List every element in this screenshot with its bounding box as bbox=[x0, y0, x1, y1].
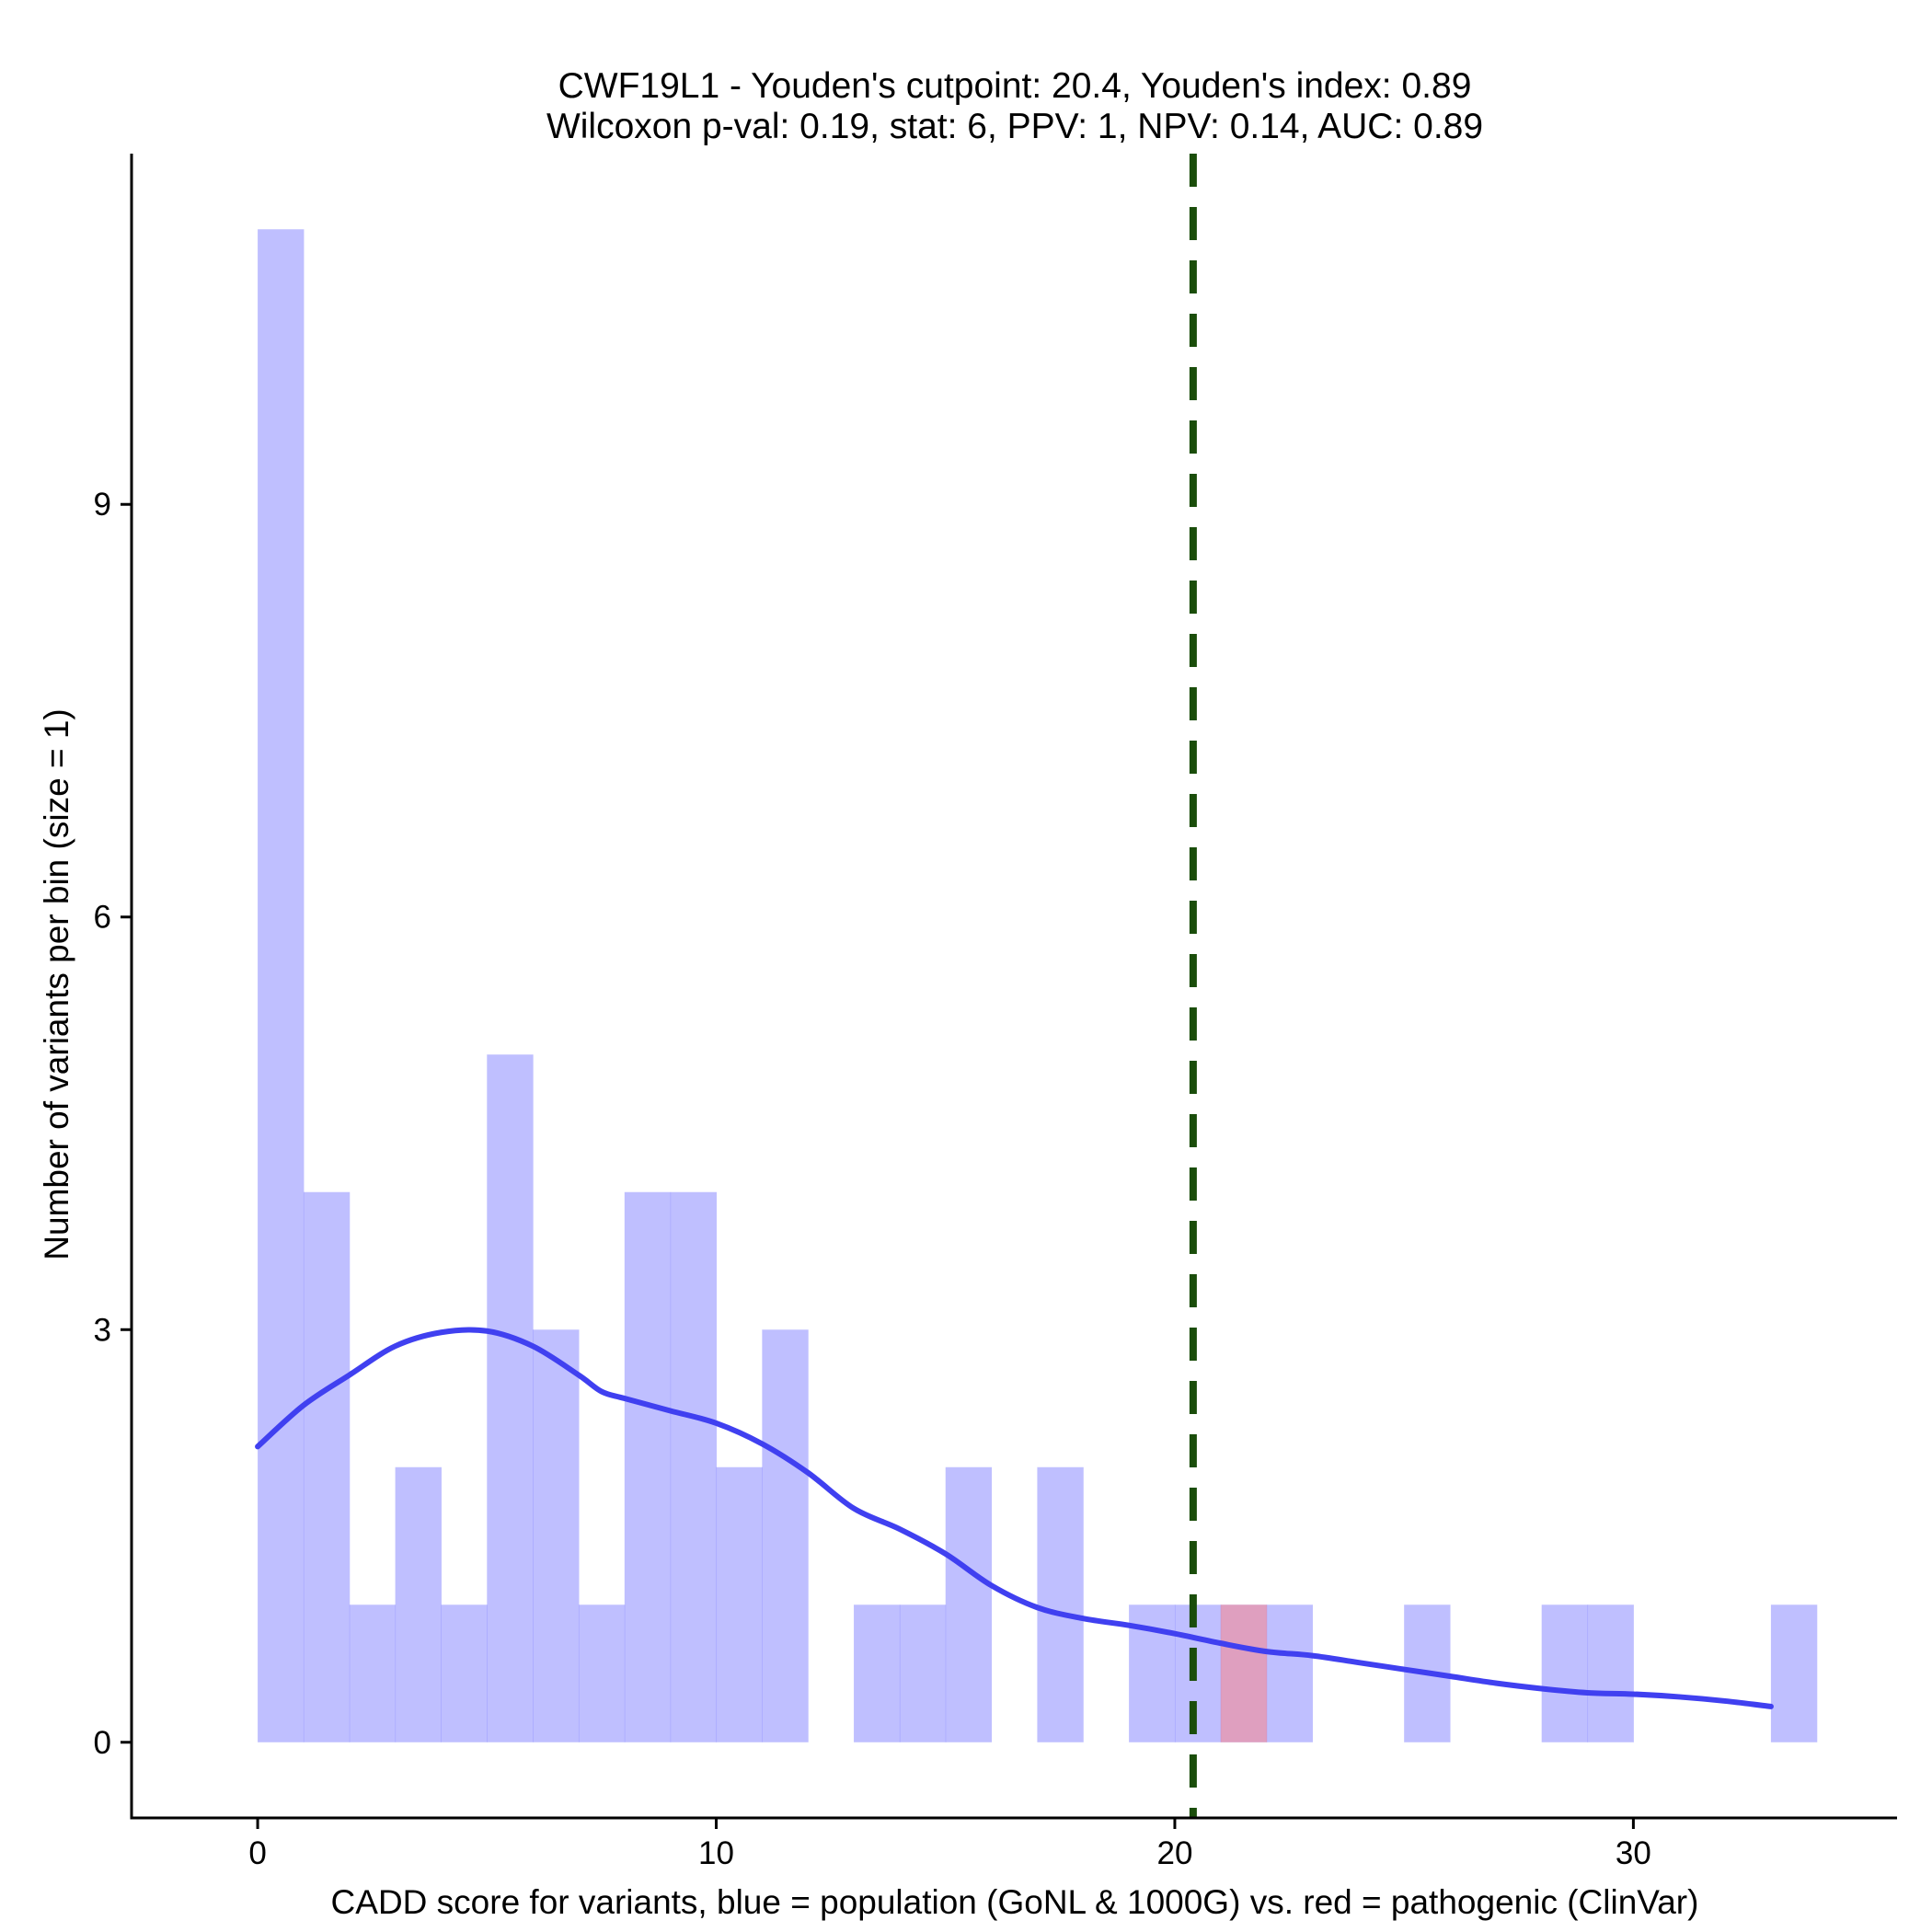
pathogenic-bar-21 bbox=[1220, 1604, 1268, 1742]
y-axis-label: Number of variants per bin (size = 1) bbox=[38, 708, 75, 1259]
y-tick-label: 9 bbox=[94, 487, 111, 523]
axes bbox=[130, 154, 1897, 1820]
x-tick-label: 30 bbox=[1616, 1835, 1651, 1871]
population-bar-33 bbox=[1770, 1604, 1818, 1742]
population-bar-9 bbox=[670, 1191, 718, 1742]
population-bar-5 bbox=[487, 1054, 534, 1742]
population-bar-20 bbox=[1174, 1604, 1222, 1742]
population-bar-8 bbox=[624, 1191, 672, 1742]
population-bar-7 bbox=[578, 1604, 626, 1742]
population-bar-13 bbox=[854, 1604, 901, 1742]
population-bar-28 bbox=[1541, 1604, 1589, 1742]
chart-subtitle: Wilcoxon p-val: 0.19, stat: 6, PPV: 1, N… bbox=[546, 107, 1483, 146]
population-bar-29 bbox=[1587, 1604, 1634, 1742]
population-bar-4 bbox=[441, 1604, 488, 1742]
y-tick-label: 6 bbox=[94, 900, 111, 936]
x-tick-label: 0 bbox=[248, 1835, 266, 1871]
x-tick-label: 10 bbox=[698, 1835, 734, 1871]
density-curve-line bbox=[255, 1327, 1774, 1709]
y-tick-label: 3 bbox=[94, 1312, 111, 1348]
population-bar-10 bbox=[716, 1466, 763, 1742]
chart-title: CWF19L1 - Youden's cutpoint: 20.4, Youde… bbox=[558, 66, 1472, 106]
population-bar-17 bbox=[1037, 1466, 1084, 1742]
population-bar-15 bbox=[945, 1466, 993, 1742]
population-bar-3 bbox=[395, 1466, 442, 1742]
population-bar-14 bbox=[899, 1604, 947, 1742]
x-tick-label: 20 bbox=[1156, 1835, 1192, 1871]
population-bar-2 bbox=[349, 1604, 397, 1742]
population-bar-1 bbox=[303, 1191, 351, 1742]
y-tick-label: 0 bbox=[94, 1725, 111, 1761]
population-bar-6 bbox=[533, 1329, 580, 1742]
ticks: 0 10 20 30 0 3 6 9 bbox=[94, 487, 1651, 1871]
histogram-bars bbox=[258, 229, 1818, 1742]
x-axis-label: CADD score for variants, blue = populati… bbox=[331, 1883, 1699, 1921]
population-bar-11 bbox=[762, 1329, 809, 1742]
density-curve-layer bbox=[255, 1327, 1774, 1709]
population-bar-0 bbox=[258, 229, 305, 1742]
population-bar-22 bbox=[1266, 1604, 1313, 1742]
